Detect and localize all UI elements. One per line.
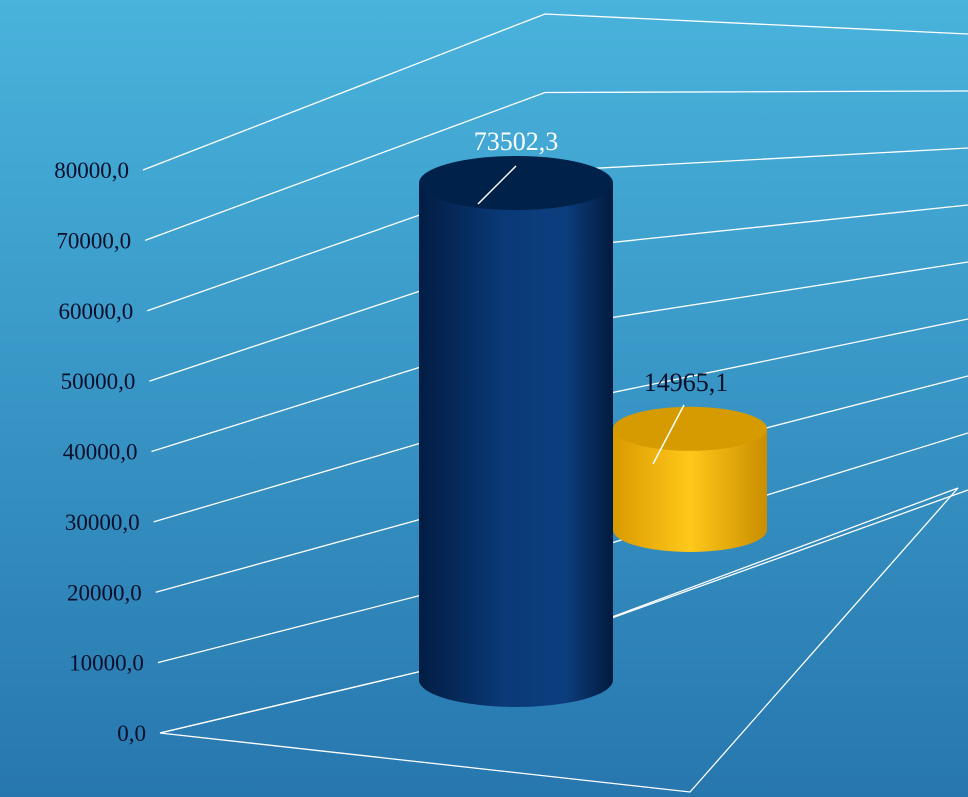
floor-outline xyxy=(159,487,959,793)
data-label: 73502,3 xyxy=(474,127,559,156)
gridline xyxy=(144,90,968,241)
y-tick-label: 30000,0 xyxy=(65,510,140,535)
bar-cylinder xyxy=(613,406,767,552)
data-label-leader xyxy=(477,165,517,205)
bar-body xyxy=(419,183,613,707)
bar-top xyxy=(613,406,767,451)
bars xyxy=(419,156,767,707)
gridline xyxy=(142,13,968,171)
y-tick-label: 60000,0 xyxy=(59,299,134,324)
floor-plane xyxy=(159,487,959,793)
y-tick-label: 0,0 xyxy=(117,721,146,746)
y-tick-label: 40000,0 xyxy=(63,440,138,465)
bar-body xyxy=(613,428,767,552)
y-tick-label: 50000,0 xyxy=(61,369,136,394)
data-label-leader xyxy=(652,404,685,465)
y-tick-label: 10000,0 xyxy=(69,651,144,676)
data-labels: 73502,3 14965,1 xyxy=(474,127,729,465)
y-tick-label: 20000,0 xyxy=(67,580,142,605)
data-label: 14965,1 xyxy=(644,368,729,397)
y-axis-tick-labels: 0,0 10000,0 20000,0 30000,0 40000,0 50000,0 60… xyxy=(54,158,146,746)
bar-cylinder xyxy=(419,156,613,707)
bar-top xyxy=(419,156,613,210)
y-tick-label: 70000,0 xyxy=(56,228,131,253)
y-tick-label: 80000,0 xyxy=(54,158,129,183)
